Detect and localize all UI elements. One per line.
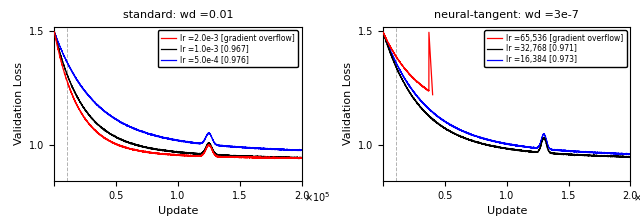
Legend: lr =65,536 [gradient overflow], lr =32,768 [0.971], lr =16,384 [0.973]: lr =65,536 [gradient overflow], lr =32,7… xyxy=(484,30,627,67)
X-axis label: Update: Update xyxy=(486,206,527,216)
Text: $\times10^5$: $\times10^5$ xyxy=(304,190,330,204)
Title: standard: wd =0.01: standard: wd =0.01 xyxy=(123,10,233,20)
Title: neural-tangent: wd =3e-7: neural-tangent: wd =3e-7 xyxy=(435,10,579,20)
X-axis label: Update: Update xyxy=(158,206,198,216)
Legend: lr =2.0e-3 [gradient overflow], lr =1.0e-3 [0.967], lr =5.0e-4 [0.976]: lr =2.0e-3 [gradient overflow], lr =1.0e… xyxy=(158,30,298,67)
Text: $\times10^5$: $\times10^5$ xyxy=(633,190,640,204)
Y-axis label: Validation Loss: Validation Loss xyxy=(13,62,24,145)
Y-axis label: Validation Loss: Validation Loss xyxy=(342,62,353,145)
